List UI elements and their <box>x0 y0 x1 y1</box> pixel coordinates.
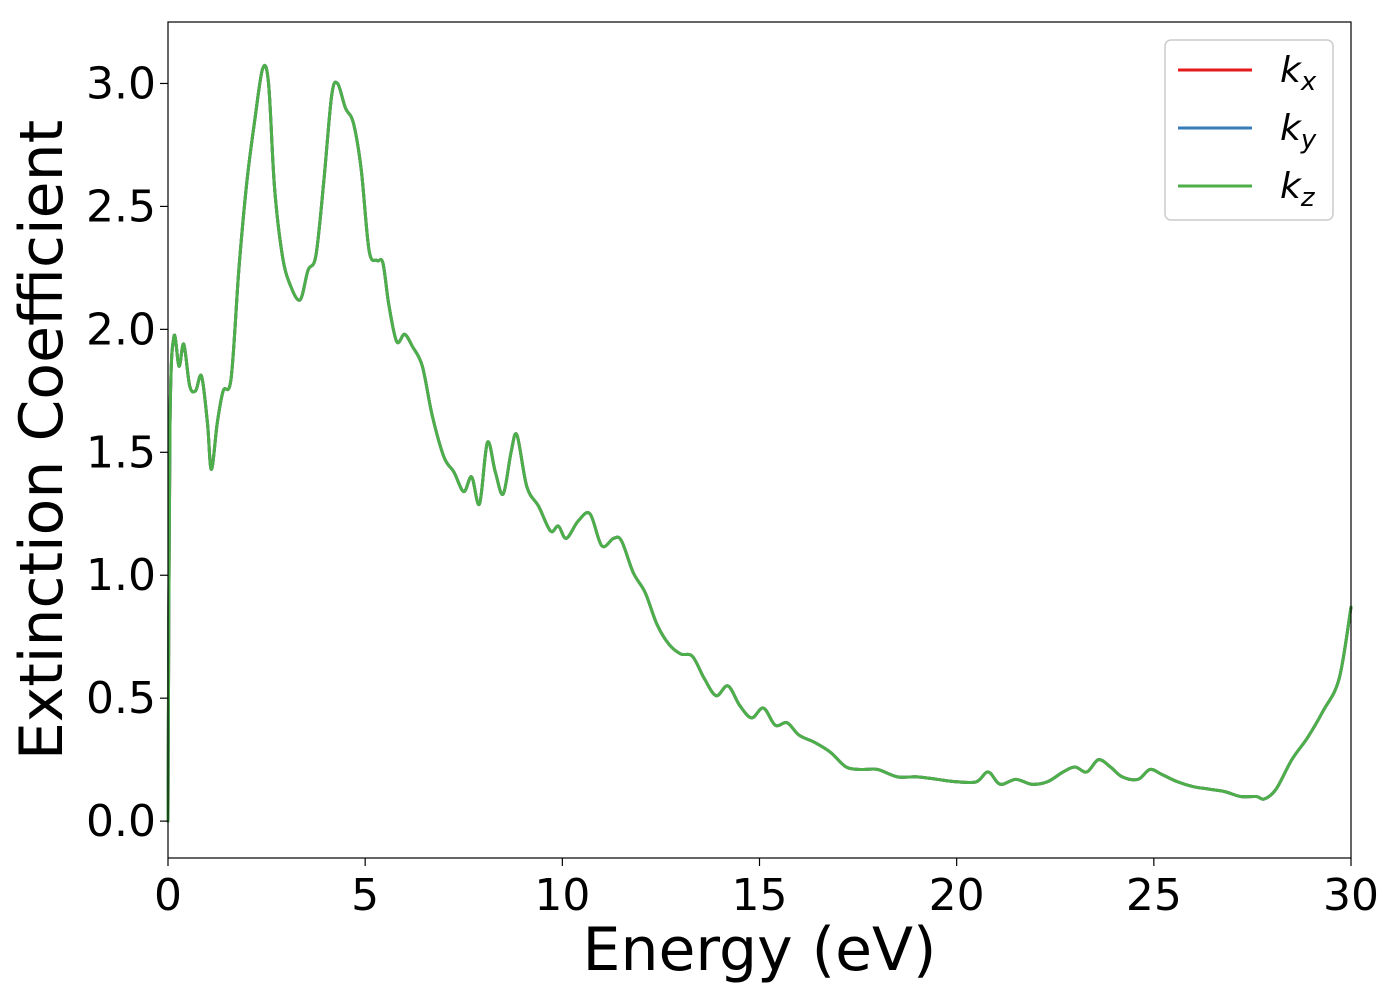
series-line-k-z <box>166 63 1353 823</box>
x-tick-label: 10 <box>534 870 590 921</box>
x-tick-label: 30 <box>1323 870 1379 921</box>
x-tick-label: 25 <box>1126 870 1182 921</box>
x-axis-ticks: 0 5 10 15 20 25 30 <box>154 858 1379 921</box>
y-tick-label: 2.0 <box>86 304 156 355</box>
y-tick-label: 1.0 <box>86 550 156 601</box>
legend-label-k-z: kz <box>1280 166 1316 213</box>
legend-box <box>1164 39 1334 221</box>
y-tick-label: 2.5 <box>86 181 156 232</box>
x-tick-label: 0 <box>154 870 182 921</box>
y-axis-title: Extinction Coefficient <box>7 120 77 760</box>
x-axis-title: Energy (eV) <box>583 915 937 985</box>
y-axis-ticks: 0.0 0.5 1.0 1.5 2.0 2.5 3.0 <box>86 58 168 847</box>
y-tick-label: 1.5 <box>86 427 156 478</box>
y-tick-label: 3.0 <box>86 58 156 109</box>
x-tick-label: 15 <box>732 870 788 921</box>
x-tick-label: 20 <box>929 870 985 921</box>
series-layer <box>166 63 1353 823</box>
x-tick-label: 5 <box>351 870 379 921</box>
y-tick-label: 0.0 <box>86 796 156 847</box>
y-tick-label: 0.5 <box>86 673 156 724</box>
